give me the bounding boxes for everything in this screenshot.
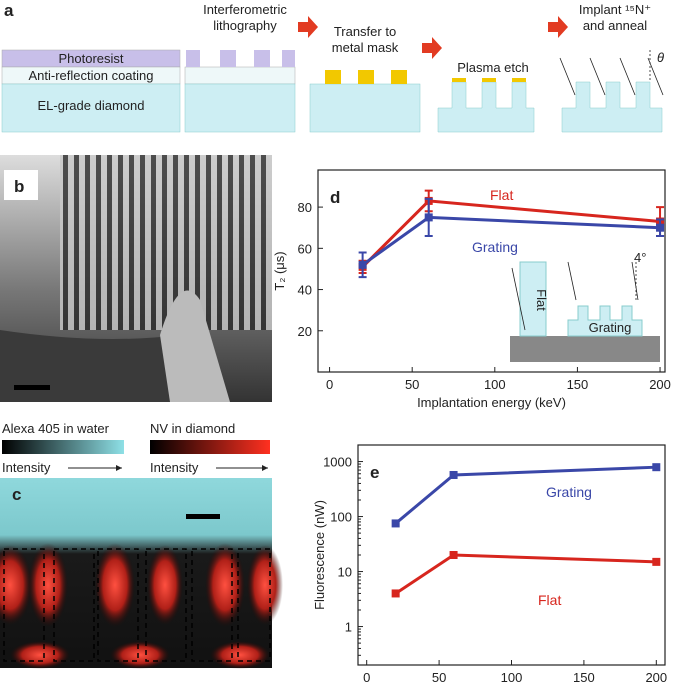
marker [652, 463, 661, 472]
x-tick-label: 50 [432, 670, 446, 683]
layer-label: Anti-reflection coating [28, 68, 153, 83]
sem-image [0, 155, 272, 402]
x-tick-label: 150 [573, 670, 595, 683]
layer-label: EL-grade diamond [38, 98, 145, 113]
layer-label: Photoresist [58, 51, 123, 66]
fluorescence-image: Alexa 405 in water Intensity NV in diamo… [0, 421, 283, 669]
step-label: lithography [213, 18, 277, 33]
legend-label: Intensity [2, 460, 51, 475]
x-tick-label: 0 [326, 377, 333, 392]
angle-label: θ [657, 50, 664, 65]
x-tick-label: 50 [405, 377, 419, 392]
marker [449, 470, 458, 479]
process-diagram: Photoresist Anti-reflection coating EL-g… [1, 2, 664, 133]
x-axis-label: Implantation energy (keV) [417, 395, 566, 410]
x-tick-label: 200 [645, 670, 667, 683]
y-axis-label: T₂ (μs) [272, 251, 287, 290]
y-tick-label: 40 [298, 283, 312, 298]
marker [652, 557, 661, 566]
panel-label: b [14, 177, 24, 196]
marker [391, 519, 400, 528]
panel-label: d [330, 188, 340, 207]
series-label: Flat [538, 592, 561, 608]
panel-label: c [12, 485, 21, 504]
x-tick-label: 100 [484, 377, 506, 392]
x-tick-label: 0 [363, 670, 370, 683]
inset-label: Flat [534, 289, 549, 311]
series-label: Grating [546, 484, 592, 500]
y-tick-label: 80 [298, 200, 312, 215]
y-tick-label: 60 [298, 241, 312, 256]
panel-label: a [4, 1, 14, 20]
step-label: metal mask [332, 40, 399, 55]
inset-label: Grating [589, 320, 632, 335]
step-label: Plasma etch [457, 60, 529, 75]
plot-frame [317, 169, 666, 373]
step-label: Interferometric [203, 2, 287, 17]
step-label: Implant ¹⁵N⁺ [579, 2, 651, 17]
y-tick-label: 10 [338, 565, 352, 580]
inset-label: 4° [634, 250, 646, 265]
x-tick-label: 150 [567, 377, 589, 392]
legend-label: NV in diamond [150, 421, 235, 436]
marker [358, 260, 367, 269]
y-tick-label: 20 [298, 324, 312, 339]
inset-diagram: Flat Grating 4° [510, 250, 660, 362]
x-tick-label: 200 [649, 377, 671, 392]
series-line [394, 553, 657, 595]
legend-label: Alexa 405 in water [2, 421, 110, 436]
y-tick-label: 1000 [323, 455, 352, 470]
marker [449, 551, 458, 559]
marker [424, 213, 433, 222]
series-label: Flat [490, 187, 513, 203]
marker [656, 223, 665, 232]
step-label: and anneal [583, 18, 647, 33]
series-line [394, 465, 657, 525]
step-label: Transfer to [334, 24, 396, 39]
y-axis-label: Fluorescence (nW) [312, 500, 327, 610]
legend-label: Intensity [150, 460, 199, 475]
x-tick-label: 100 [501, 670, 523, 683]
marker [391, 589, 400, 598]
y-tick-label: 1 [345, 620, 352, 635]
plot-frame [357, 444, 666, 666]
y-tick-label: 100 [330, 510, 352, 525]
panel-label: e [370, 463, 379, 482]
series-label: Grating [472, 239, 518, 255]
